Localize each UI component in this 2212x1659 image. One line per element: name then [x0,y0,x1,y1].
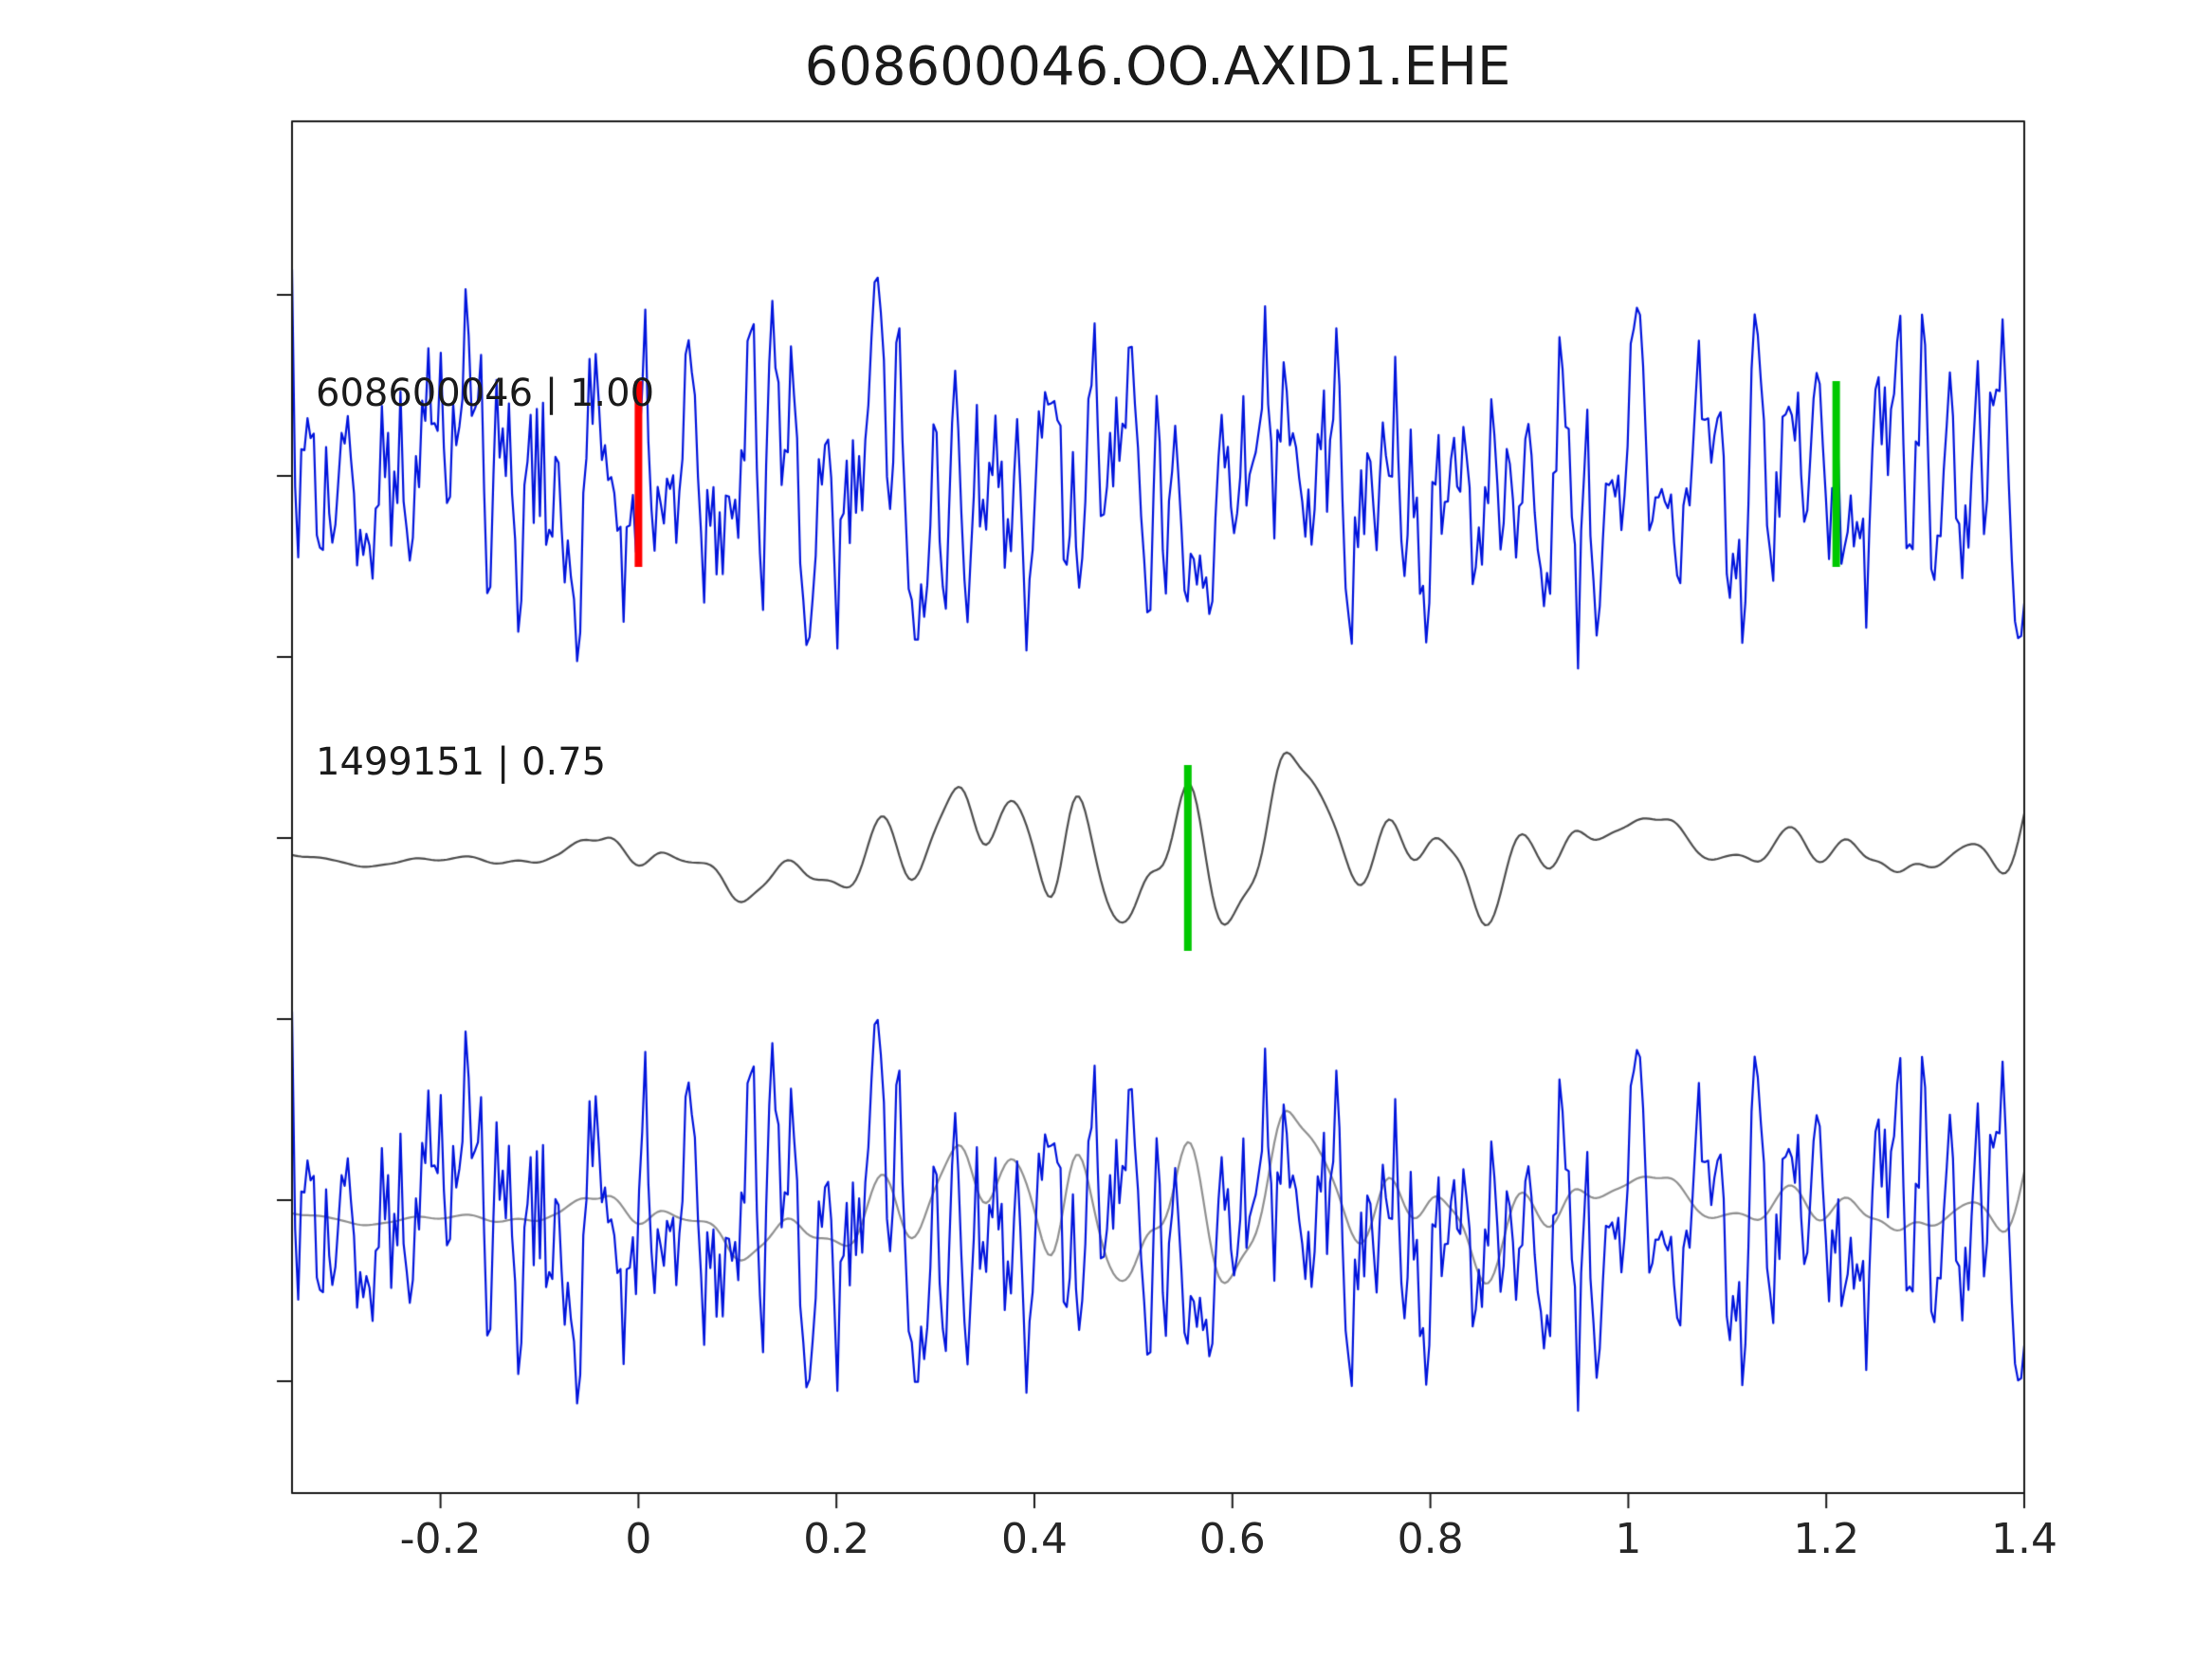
x-tick-label: 0 [625,1515,652,1563]
detection-trace-label: 608600046 | 1.00 [316,372,655,415]
x-tick-label: 1 [1615,1515,1642,1563]
x-tick-label: 0.6 [1198,1515,1266,1563]
x-tick-label: 0.4 [1001,1515,1068,1563]
template-trace-label: 1499151 | 0.75 [316,740,607,784]
chart-title: 608600046.OO.AXID1.EHE [804,36,1511,98]
x-tick-label: 1.2 [1793,1515,1860,1563]
x-tick-label: 0.2 [803,1515,870,1563]
x-tick-label: 1.4 [1991,1515,2057,1563]
x-tick-label: -0.2 [399,1515,482,1563]
x-tick-label: 0.8 [1397,1515,1464,1563]
